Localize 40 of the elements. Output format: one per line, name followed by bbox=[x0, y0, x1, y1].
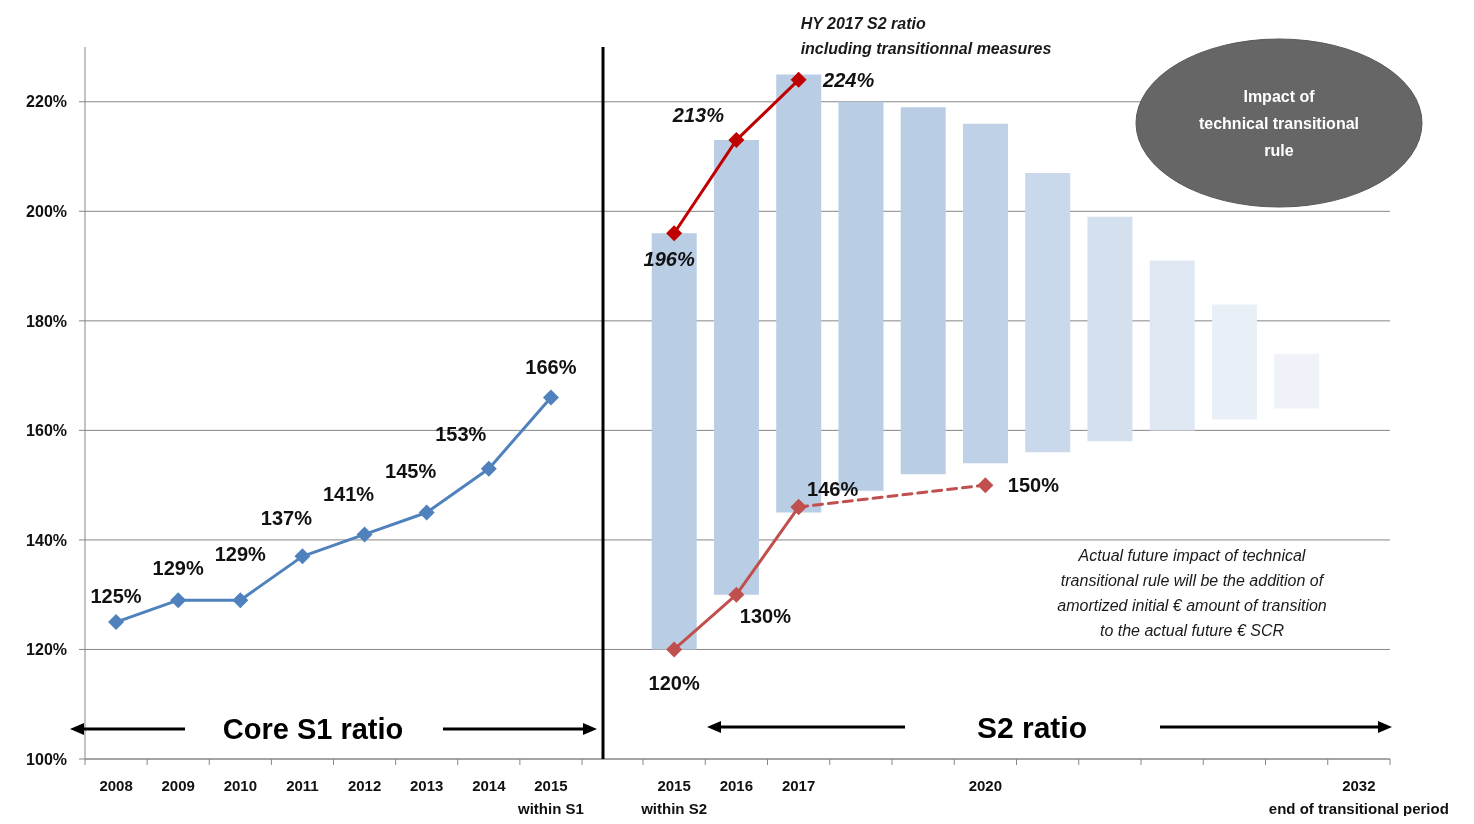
x-tick-label: 2014 bbox=[472, 776, 507, 794]
data-label: 166% bbox=[525, 355, 577, 378]
y-tick-label: 100% bbox=[26, 750, 67, 768]
data-label: 141% bbox=[322, 483, 375, 506]
x-tick-label: 2017 bbox=[781, 776, 816, 794]
data-label: 150% bbox=[1007, 474, 1060, 497]
y-tick-label: 180% bbox=[26, 312, 67, 330]
x-tick-label: 2016 bbox=[719, 776, 754, 794]
x-tick-label: 2015 within S2 bbox=[640, 776, 708, 817]
y-tick-label: 140% bbox=[26, 531, 67, 549]
text: Core S1 ratio bbox=[222, 713, 404, 745]
data-label: 130% bbox=[739, 604, 792, 627]
x-tick-label: 2011 bbox=[286, 776, 319, 794]
y-tick-label: 200% bbox=[26, 202, 67, 220]
y-tick-label: 120% bbox=[26, 641, 67, 659]
x-tick-label: 2032 end of transitional period bbox=[1268, 776, 1449, 817]
data-label: 213% bbox=[671, 104, 725, 127]
data-label: 125% bbox=[90, 585, 142, 608]
annotation: Impact of technical transitional rule bbox=[1198, 87, 1360, 159]
x-tick-label: 2015 within S1 bbox=[517, 776, 584, 817]
data-label: 129% bbox=[214, 543, 267, 566]
data-label: 120% bbox=[648, 672, 700, 695]
text: S2 ratio bbox=[976, 710, 1088, 744]
data-label: 153% bbox=[435, 422, 487, 445]
x-tick-label: 2012 bbox=[347, 776, 382, 794]
annotation: Actual future impact of technical transitional rule will be the addition of amortized initial € amount of transition to the actual future € SCR bbox=[1057, 546, 1327, 639]
x-tick-label: 2013 bbox=[410, 776, 444, 794]
data-label: 145% bbox=[385, 459, 437, 482]
y-tick-label: 160% bbox=[26, 422, 67, 440]
series-label: HY 2017 S2 ratio including transitionnal measures bbox=[800, 15, 1052, 58]
data-label: 224% bbox=[822, 68, 875, 91]
x-tick-label: 2009 bbox=[161, 776, 195, 794]
y-tick-label: 220% bbox=[26, 93, 67, 111]
data-label: 196% bbox=[643, 248, 695, 271]
data-label: 146% bbox=[807, 478, 859, 501]
x-tick-label: 2008 bbox=[99, 776, 133, 794]
x-tick-label: 2020 bbox=[968, 776, 1003, 794]
x-tick-label: 2010 bbox=[223, 776, 257, 794]
data-label: 137% bbox=[260, 507, 313, 530]
data-label: 129% bbox=[152, 557, 204, 580]
